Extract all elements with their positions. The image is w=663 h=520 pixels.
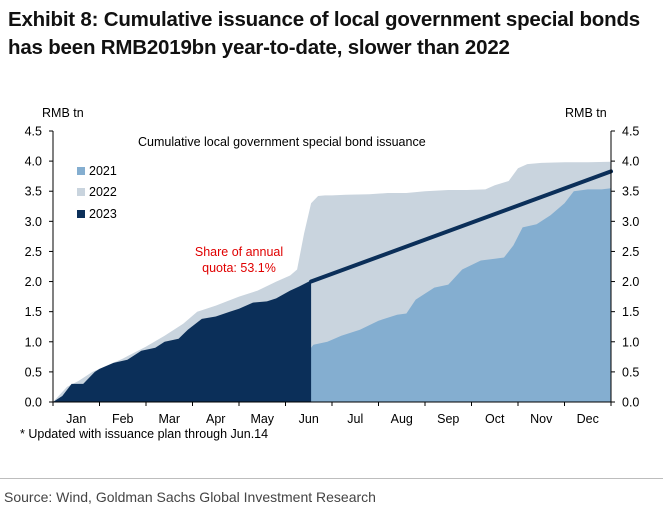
legend-swatch-2021 bbox=[77, 167, 85, 175]
annotation-line-1: Share of annual bbox=[195, 245, 283, 259]
x-tick-label-jul: Jul bbox=[347, 412, 363, 426]
area-series-2021 bbox=[53, 188, 611, 402]
y-tick-label-left: 0.5 bbox=[25, 365, 42, 379]
y-tick-label-right: 0.5 bbox=[622, 365, 639, 379]
y-tick-label-left: 1.0 bbox=[25, 335, 42, 349]
area-series-2023 bbox=[53, 280, 312, 402]
y-tick-label-right: 1.0 bbox=[622, 335, 639, 349]
chart-title: Cumulative local government special bond… bbox=[138, 135, 426, 149]
chart: 0.0 0.5 1.0 1.5 2.0 2.5 3.0 3.5 4.0 4.5 0.0 0.5 1.0… bbox=[25, 106, 640, 426]
y-tick-label-left: 1.5 bbox=[25, 305, 42, 319]
y-tick-label-right: 0.0 bbox=[622, 396, 639, 410]
exhibit-title-line-2: has been RMB2019bn year-to-date, slower … bbox=[8, 36, 510, 59]
y-tick-label-left: 2.0 bbox=[25, 275, 42, 289]
x-tick-label-apr: Apr bbox=[206, 412, 225, 426]
x-tick-label-dec: Dec bbox=[577, 412, 599, 426]
legend-label-2021: 2021 bbox=[89, 164, 117, 178]
y-axis-label-left: RMB tn bbox=[42, 106, 84, 120]
y-tick-label-left: 4.0 bbox=[25, 155, 42, 169]
legend: 2021 2022 2023 bbox=[77, 164, 117, 221]
y-tick-label-right: 3.0 bbox=[622, 215, 639, 229]
y-tick-label-right: 3.5 bbox=[622, 185, 639, 199]
x-tick-label-mar: Mar bbox=[158, 412, 180, 426]
y-tick-label-right: 2.5 bbox=[622, 245, 639, 259]
legend-label-2023: 2023 bbox=[89, 207, 117, 221]
legend-label-2022: 2022 bbox=[89, 185, 117, 199]
quota-annotation: Share of annual quota: 53.1% bbox=[195, 245, 283, 275]
projection-line bbox=[309, 169, 613, 284]
legend-swatch-2023 bbox=[77, 210, 85, 218]
exhibit-title: Exhibit 8: Cumulative issuance of local … bbox=[8, 6, 658, 62]
y-tick-label-left: 4.5 bbox=[25, 125, 42, 139]
x-tick-label-feb: Feb bbox=[112, 412, 134, 426]
y-tick-label-right: 2.0 bbox=[622, 275, 639, 289]
y-tick-label-right: 4.0 bbox=[622, 155, 639, 169]
x-tick-label-aug: Aug bbox=[391, 412, 413, 426]
exhibit-title-line-1: Exhibit 8: Cumulative issuance of local … bbox=[8, 8, 640, 31]
y-tick-label-right: 4.5 bbox=[622, 125, 639, 139]
x-tick-label-oct: Oct bbox=[485, 412, 505, 426]
footnote: * Updated with issuance plan through Jun… bbox=[20, 427, 269, 441]
annotation-line-2: quota: 53.1% bbox=[202, 261, 276, 275]
y-tick-label-right: 1.5 bbox=[622, 305, 639, 319]
y-tick-label-left: 2.5 bbox=[25, 245, 42, 259]
x-tick-labels: Jan Feb Mar Apr May Jun Jul Aug Sep Oct Nov Dec bbox=[66, 412, 599, 426]
x-tick-label-nov: Nov bbox=[530, 412, 553, 426]
x-tick-label-jan: Jan bbox=[66, 412, 86, 426]
x-tick-label-may: May bbox=[250, 412, 274, 426]
y-tick-label-left: 0.0 bbox=[25, 396, 42, 410]
y-tick-label-left: 3.5 bbox=[25, 185, 42, 199]
tick-group bbox=[49, 130, 615, 406]
y-tick-labels-right: 0.0 0.5 1.0 1.5 2.0 2.5 3.0 3.5 4.0 4.5 bbox=[622, 125, 639, 410]
legend-swatch-2022 bbox=[77, 188, 85, 196]
x-tick-label-sep: Sep bbox=[437, 412, 459, 426]
y-tick-label-left: 3.0 bbox=[25, 215, 42, 229]
area-series-group bbox=[53, 161, 611, 402]
x-tick-label-jun: Jun bbox=[299, 412, 319, 426]
divider bbox=[0, 478, 663, 479]
y-tick-labels-left: 0.0 0.5 1.0 1.5 2.0 2.5 3.0 3.5 4.0 4.5 bbox=[25, 125, 42, 410]
y-axis-label-right: RMB tn bbox=[565, 106, 607, 120]
source-note: Source: Wind, Goldman Sachs Global Inves… bbox=[4, 489, 376, 505]
